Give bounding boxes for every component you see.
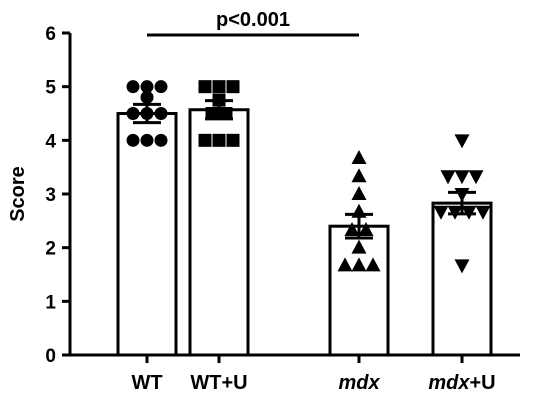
data-point: [140, 90, 154, 104]
data-point: [454, 170, 470, 185]
category-suffix: +U: [470, 372, 496, 394]
category-name: WT: [190, 372, 221, 394]
y-axis-label: Score: [7, 166, 29, 222]
data-point: [126, 133, 140, 147]
data-point: [140, 133, 154, 147]
data-point: [154, 107, 168, 120]
data-point: [198, 133, 212, 147]
data-point: [219, 107, 233, 120]
data-point: [226, 80, 240, 94]
y-tick-label: 2: [45, 239, 56, 260]
data-point: [126, 107, 140, 120]
bar: [431, 201, 493, 357]
y-tick-label: 0: [45, 346, 56, 367]
data-point: [351, 239, 367, 254]
data-point: [468, 170, 484, 185]
significance-label: p<0.001: [216, 9, 290, 31]
category-suffix: +U: [221, 372, 247, 394]
data-point: [344, 221, 360, 236]
data-point: [140, 80, 154, 94]
data-point: [351, 150, 367, 165]
data-point: [198, 80, 212, 94]
y-tick-label: 5: [45, 78, 56, 99]
x-tick-label: mdx: [338, 372, 380, 394]
y-tick-label: 3: [45, 185, 56, 206]
data-point: [126, 80, 140, 94]
data-point: [440, 170, 456, 185]
data-point: [212, 133, 226, 147]
data-point: [358, 221, 374, 236]
data-point: [351, 168, 367, 183]
bar: [116, 112, 178, 357]
data-point: [351, 186, 367, 200]
data-point: [154, 133, 168, 147]
y-tick-label: 6: [45, 24, 56, 45]
data-point: [365, 257, 381, 272]
x-tick-label: WT+U: [190, 372, 247, 394]
data-point: [337, 257, 353, 272]
category-name: mdx: [428, 372, 470, 394]
data-point: [433, 205, 449, 220]
y-tick-label: 1: [45, 292, 56, 313]
category-name: mdx: [338, 372, 380, 394]
y-tick-label: 4: [45, 131, 56, 152]
data-point: [154, 80, 168, 94]
data-point: [454, 134, 470, 149]
category-name: WT: [131, 372, 162, 394]
data-point: [212, 80, 226, 94]
x-tick-label: WT: [131, 372, 162, 394]
data-point: [475, 205, 491, 220]
data-point: [454, 259, 470, 274]
data-point: [226, 133, 240, 147]
x-tick-label: mdx+U: [428, 372, 495, 394]
data-point: [205, 107, 219, 120]
data-point: [351, 257, 367, 272]
